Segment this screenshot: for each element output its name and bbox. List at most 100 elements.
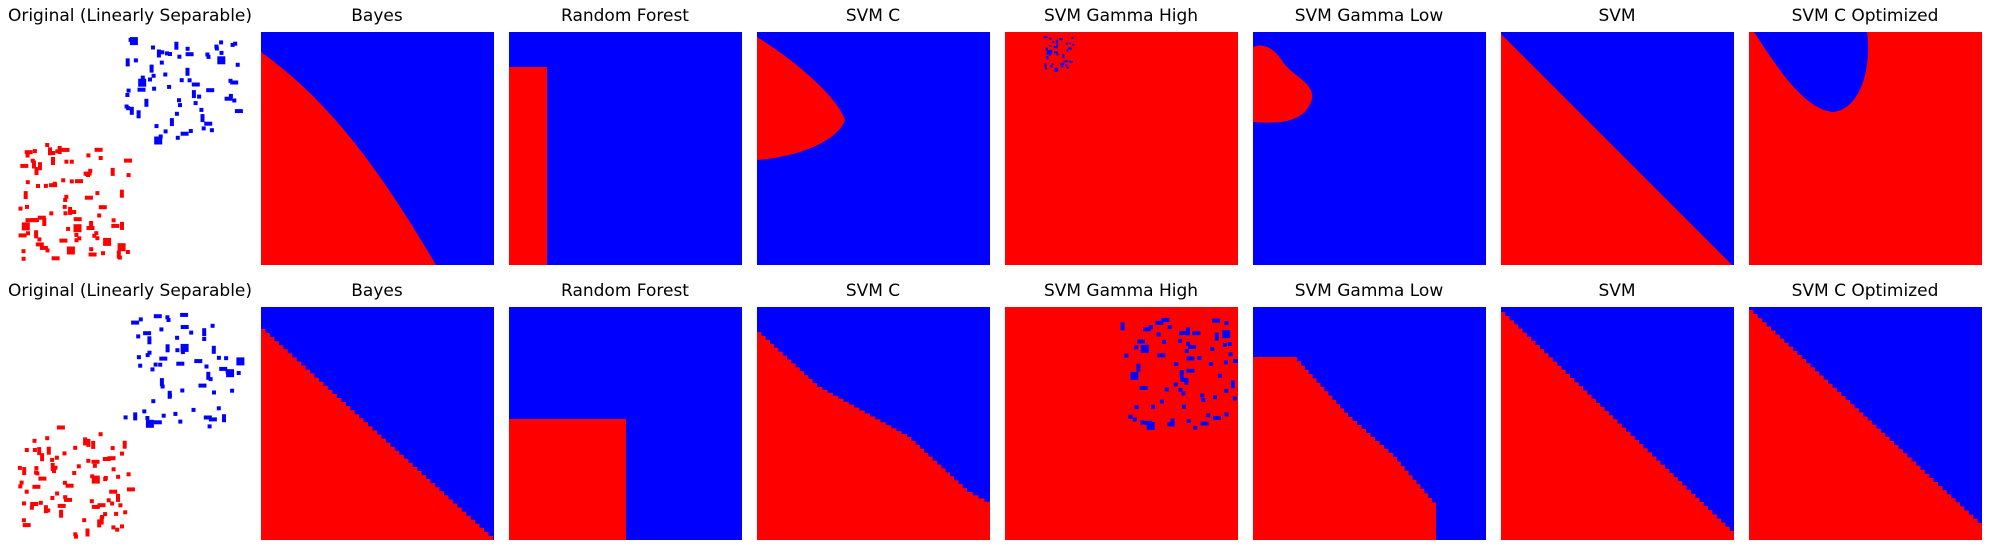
r1-red-point — [74, 534, 78, 539]
r1-red-point — [64, 497, 72, 502]
region-red — [1253, 45, 1313, 123]
r1-red-point — [123, 510, 128, 515]
r0-red-point — [126, 173, 131, 178]
r1-red-point — [57, 503, 66, 508]
r1-gh-blue-point — [1156, 332, 1161, 337]
panel-r0-svm-gamma-low — [1253, 32, 1486, 265]
r0-blue-point — [224, 96, 233, 101]
r0-gh-blue-point — [1053, 51, 1058, 54]
r0-red-point — [63, 211, 68, 216]
r1-gh-blue-point — [1200, 393, 1205, 398]
r1-gh-blue-point — [1162, 339, 1166, 344]
panel-r1-svm-gamma-high-svg — [1005, 307, 1238, 540]
r0-blue-point — [179, 78, 184, 83]
r0-red-point — [98, 205, 107, 210]
r1-red-point — [22, 523, 31, 528]
r1-red-point — [63, 495, 68, 500]
r0-blue-point — [125, 93, 130, 97]
r0-red-point — [35, 242, 44, 247]
r0-red-point — [74, 232, 79, 237]
r0-blue-point — [163, 72, 168, 77]
r1-blue-point — [236, 371, 241, 375]
r0-blue-point — [188, 129, 193, 133]
r0-gh-blue-point — [1046, 50, 1049, 55]
r0-gh-blue-point — [1068, 60, 1073, 63]
r1-gh-blue-point — [1217, 373, 1222, 378]
r1-gh-blue-point — [1201, 398, 1206, 403]
r1-blue-point — [153, 362, 158, 367]
r0-gh-blue-point — [1053, 46, 1056, 48]
r1-red-point — [65, 483, 74, 488]
r1-blue-point — [226, 369, 235, 378]
r0-blue-point — [129, 37, 138, 46]
r0-gh-blue-point — [1055, 39, 1058, 44]
r1-red-point — [43, 505, 48, 514]
panel-title-r0-svm-c-optimized: SVM C Optimized — [1791, 6, 1939, 26]
r1-red-point — [53, 465, 58, 470]
r1-gh-blue-point — [1134, 405, 1139, 410]
r1-blue-point — [145, 419, 154, 428]
r1-red-point — [37, 447, 42, 456]
r0-blue-point — [154, 136, 163, 145]
r1-gh-blue-point — [1224, 321, 1229, 326]
region-red — [1253, 357, 1436, 540]
r1-blue-point — [165, 344, 170, 353]
r1-blue-point — [151, 399, 156, 404]
r1-blue-point — [208, 417, 217, 422]
r1-gh-blue-point — [1178, 331, 1187, 336]
r0-red-point — [110, 167, 115, 176]
r1-gh-blue-point — [1151, 404, 1155, 409]
r1-blue-point — [158, 362, 163, 367]
region-red — [757, 332, 990, 540]
r1-red-point — [99, 516, 104, 525]
r0-gh-blue-point — [1059, 37, 1062, 40]
r0-blue-point — [232, 98, 237, 103]
r1-blue-point — [198, 383, 207, 388]
r1-gh-blue-point — [1184, 348, 1189, 353]
r0-blue-point — [158, 134, 163, 139]
r0-gh-blue-point — [1065, 64, 1068, 67]
panel-r0-original-svg — [18, 37, 243, 261]
panel-title-r1-svm-c: SVM C — [845, 281, 901, 301]
r0-gh-blue-point — [1051, 63, 1054, 66]
r0-gh-blue-point — [1045, 47, 1048, 50]
r1-gh-blue-point — [1206, 413, 1211, 418]
r0-red-point — [36, 184, 40, 188]
r1-gh-blue-point — [1164, 387, 1169, 392]
r1-red-point — [83, 437, 88, 446]
panel-title-r1-bayes: Bayes — [351, 281, 403, 301]
panel-title-r0-svm-c: SVM C — [845, 6, 901, 26]
r1-gh-blue-point — [1132, 417, 1137, 422]
panel-r0-svm-c-svg — [757, 32, 990, 265]
panel-r0-svm-gamma-high-svg — [1005, 32, 1238, 265]
r1-blue-point — [165, 315, 170, 320]
r1-blue-point — [210, 323, 215, 328]
r0-red-point — [18, 233, 27, 238]
r1-blue-point — [204, 364, 209, 369]
r1-gh-blue-point — [1159, 399, 1164, 404]
r1-red-point — [45, 436, 50, 441]
r1-gh-blue-point — [1157, 353, 1166, 358]
r0-blue-point — [209, 128, 214, 133]
r0-red-point — [43, 183, 48, 188]
panel-r0-svm-c-optimized — [1749, 32, 1982, 265]
r0-gh-blue-point — [1062, 54, 1065, 58]
r1-blue-point — [142, 409, 147, 414]
r0-gh-blue-point — [1043, 36, 1048, 39]
r0-red-point — [55, 149, 60, 154]
r1-red-point — [24, 489, 29, 494]
r0-red-point — [77, 236, 82, 241]
r0-blue-point — [191, 82, 200, 87]
r1-blue-point — [145, 353, 150, 358]
r1-red-point — [62, 480, 67, 485]
r0-red-point — [42, 218, 47, 226]
region-blue — [509, 32, 742, 265]
r1-gh-blue-point — [1222, 342, 1227, 347]
r0-blue-point — [185, 67, 190, 76]
r0-red-point — [69, 179, 74, 184]
r1-gh-blue-point — [1137, 339, 1146, 344]
r1-gh-blue-point — [1212, 318, 1221, 323]
r1-red-point — [109, 489, 118, 494]
r1-gh-blue-point — [1155, 320, 1164, 325]
r1-red-point — [40, 453, 45, 462]
